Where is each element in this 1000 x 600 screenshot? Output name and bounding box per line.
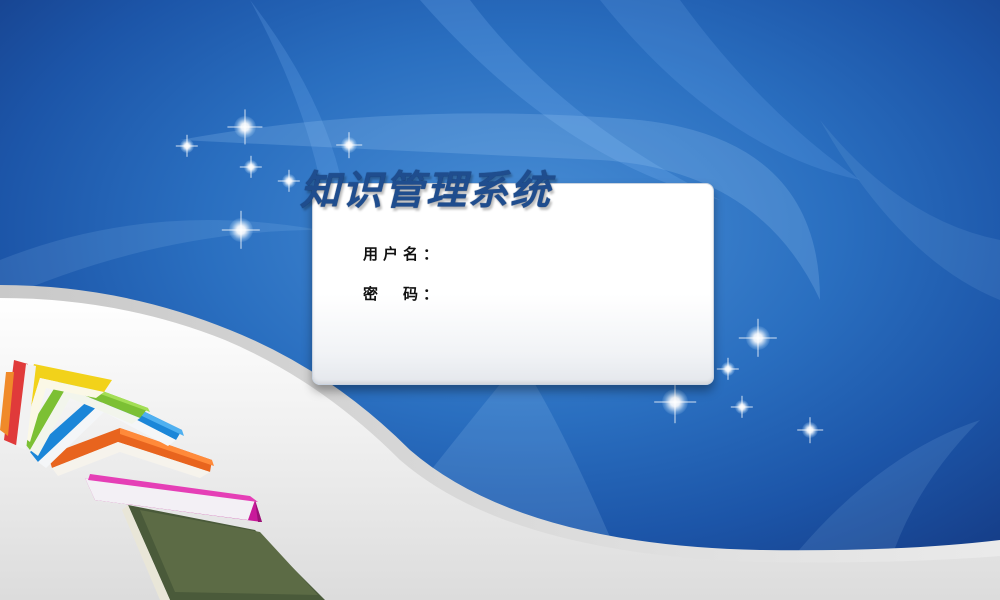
- sparkle-icon: [662, 389, 688, 415]
- sparkle-icon: [234, 116, 256, 138]
- sparkle-icon: [735, 400, 749, 414]
- sparkle-icon: [180, 139, 194, 153]
- username-row: 用户名：: [363, 241, 687, 265]
- password-label: 密 码：: [363, 284, 444, 303]
- login-card: 用户名： 密 码：: [312, 183, 714, 385]
- password-input[interactable]: [459, 282, 687, 304]
- password-row: 密 码：: [363, 281, 687, 305]
- sparkle-icon: [341, 137, 357, 153]
- username-input[interactable]: [459, 242, 687, 264]
- sparkle-icon: [746, 326, 770, 350]
- sparkle-icon: [244, 160, 258, 174]
- sparkle-icon: [229, 218, 253, 242]
- app-title: 知识管理系统: [300, 167, 552, 214]
- sparkle-icon: [721, 362, 735, 376]
- sparkle-icon: [802, 422, 818, 438]
- sparkle-icon: [282, 174, 296, 188]
- username-label: 用户名：: [363, 244, 444, 263]
